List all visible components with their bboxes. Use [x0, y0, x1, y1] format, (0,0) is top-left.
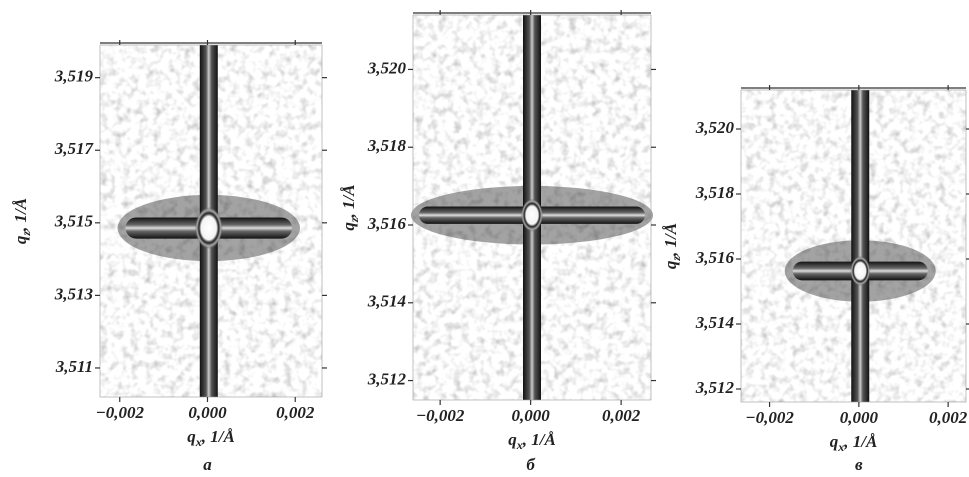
- x-tick-label: −0,002: [416, 406, 465, 425]
- axis-subscript: x: [837, 440, 844, 454]
- axis-symbol: q: [187, 427, 196, 446]
- x-axis-label: qx, 1/Å: [830, 432, 878, 454]
- y-tick-label: 3,515: [54, 212, 94, 231]
- y-tick-label: 3,512: [367, 369, 407, 388]
- map-peak: [521, 198, 543, 232]
- y-tick-label: 3,516: [367, 214, 407, 233]
- axis-unit: , 1/Å: [661, 223, 680, 257]
- y-tick-label: 3,518: [695, 183, 735, 202]
- axis-symbol: q: [508, 430, 517, 449]
- y-tick-label: 3,516: [695, 248, 735, 267]
- x-tick-label: −0,002: [95, 403, 144, 422]
- map-panel: [740, 89, 967, 403]
- panel-label: б: [526, 455, 536, 474]
- map-panel: [99, 44, 323, 398]
- axis-unit: , 1/Å: [522, 430, 556, 449]
- x-axis-label: qx, 1/Å: [187, 427, 235, 449]
- axis-unit: , 1/Å: [339, 184, 358, 218]
- x-tick-label: −0,002: [745, 408, 794, 427]
- y-tick-label: 3,518: [367, 136, 407, 155]
- y-tick-label: 3,514: [367, 292, 406, 311]
- axis-subscript: z: [19, 231, 33, 237]
- y-tick-label: 3,513: [54, 284, 94, 303]
- x-axis-label: qx, 1/Å: [508, 430, 556, 452]
- map-frame: [99, 44, 323, 398]
- panel-label: в: [855, 455, 863, 474]
- x-tick-label: 0,000: [512, 406, 551, 425]
- map-frame: [740, 89, 967, 403]
- axis-subscript: x: [516, 438, 523, 452]
- x-tick-label: 0,002: [929, 408, 968, 427]
- panel-label: а: [203, 455, 212, 474]
- axis-unit: , 1/Å: [11, 198, 30, 232]
- axis-symbol: q: [830, 432, 839, 451]
- axis-symbol: q: [661, 260, 680, 269]
- y-tick-label: 3,511: [55, 357, 93, 376]
- x-tick-label: 0,002: [276, 403, 315, 422]
- y-axis-label: qz, 1/Å: [339, 184, 361, 230]
- y-tick-label: 3,517: [54, 139, 95, 158]
- x-tick-label: 0,000: [188, 403, 227, 422]
- axis-symbol: q: [11, 235, 30, 244]
- axis-subscript: z: [347, 217, 361, 223]
- x-tick-label: 0,002: [602, 406, 641, 425]
- y-tick-label: 3,519: [54, 67, 94, 86]
- axis-subscript: x: [195, 435, 202, 449]
- axis-unit: , 1/Å: [843, 432, 877, 451]
- axis-subscript: z: [669, 256, 683, 262]
- y-tick-label: 3,514: [695, 313, 734, 332]
- map-peak: [850, 255, 871, 286]
- map-panel: [410, 14, 654, 401]
- map-vertical-streak: [851, 90, 870, 402]
- map-frame: [412, 14, 652, 401]
- map-peak: [194, 207, 223, 250]
- y-axis-label: qz, 1/Å: [661, 223, 683, 269]
- y-tick-label: 3,512: [695, 378, 735, 397]
- y-tick-label: 3,520: [367, 58, 407, 77]
- x-tick-label: 0,000: [840, 408, 879, 427]
- axis-unit: , 1/Å: [201, 427, 235, 446]
- y-axis-label: qz, 1/Å: [11, 198, 33, 244]
- y-tick-label: 3,520: [695, 118, 735, 137]
- axis-symbol: q: [339, 222, 358, 231]
